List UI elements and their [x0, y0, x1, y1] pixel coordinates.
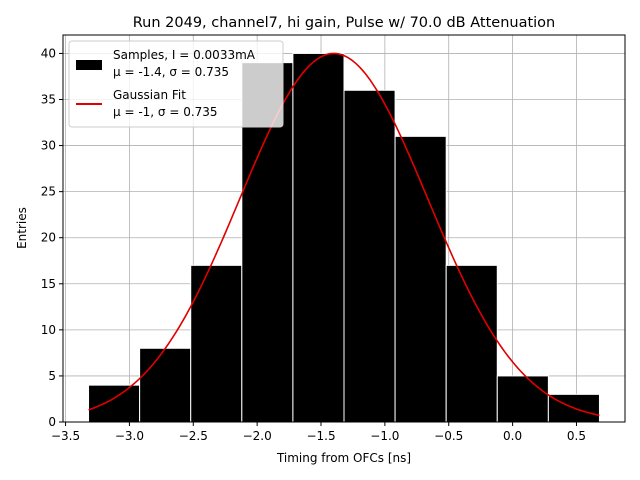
histogram-bar: [445, 264, 498, 423]
x-tick-label: −1.5: [306, 429, 335, 443]
x-tick-label: 0.5: [567, 429, 586, 443]
histogram-bars: [88, 52, 600, 423]
x-tick-label: −1.0: [370, 429, 399, 443]
x-axis: −3.5 −3.0 −2.5 −2.0 −1.5 −1.0 −0.5 0.0 0.5: [51, 422, 586, 443]
y-tick-label: 10: [41, 323, 56, 337]
y-tick-label: 0: [48, 415, 56, 429]
histogram-bar: [139, 347, 192, 423]
x-tick-label: −3.0: [115, 429, 144, 443]
histogram-bar: [190, 264, 243, 423]
legend-samples-swatch: [76, 60, 102, 70]
y-tick-label: 15: [41, 277, 56, 291]
histogram-bar: [292, 52, 345, 423]
y-axis-label: Entries: [15, 207, 29, 249]
histogram-bar: [343, 89, 396, 423]
histogram-bar: [496, 375, 549, 423]
x-tick-label: −2.5: [179, 429, 208, 443]
fit-curve: [88, 52, 600, 417]
legend-box: [68, 40, 284, 128]
y-tick-label: 25: [41, 185, 56, 199]
y-axis: 0 5 10 15 20 25 30 35 40: [41, 46, 63, 429]
x-axis-label: Timing from OFCs [ns]: [276, 451, 411, 465]
y-tick-label: 40: [41, 46, 56, 60]
histogram-bar: [88, 384, 141, 423]
histogram-bar: [394, 135, 447, 423]
y-tick-label: 5: [48, 369, 56, 383]
legend-fit-stats: μ = -1, σ = 0.735: [113, 105, 218, 119]
legend-samples-stats: μ = -1.4, σ = 0.735: [113, 65, 229, 79]
gaussian-fit: [88, 52, 600, 417]
x-tick-label: 0.0: [503, 429, 522, 443]
plot-frame: [62, 34, 626, 423]
x-tick-label: −2.0: [243, 429, 272, 443]
x-tick-label: −3.5: [51, 429, 80, 443]
x-tick-label: −0.5: [434, 429, 463, 443]
y-tick-label: 30: [41, 139, 56, 153]
legend-fit-label: Gaussian Fit: [113, 88, 186, 102]
legend: Samples, I = 0.0033mA μ = -1.4, σ = 0.73…: [68, 40, 284, 128]
y-tick-label: 35: [41, 93, 56, 107]
y-tick-label: 20: [41, 231, 56, 245]
legend-samples-label: Samples, I = 0.0033mA: [113, 48, 256, 62]
chart-title: Run 2049, channel7, hi gain, Pulse w/ 70…: [133, 15, 556, 31]
